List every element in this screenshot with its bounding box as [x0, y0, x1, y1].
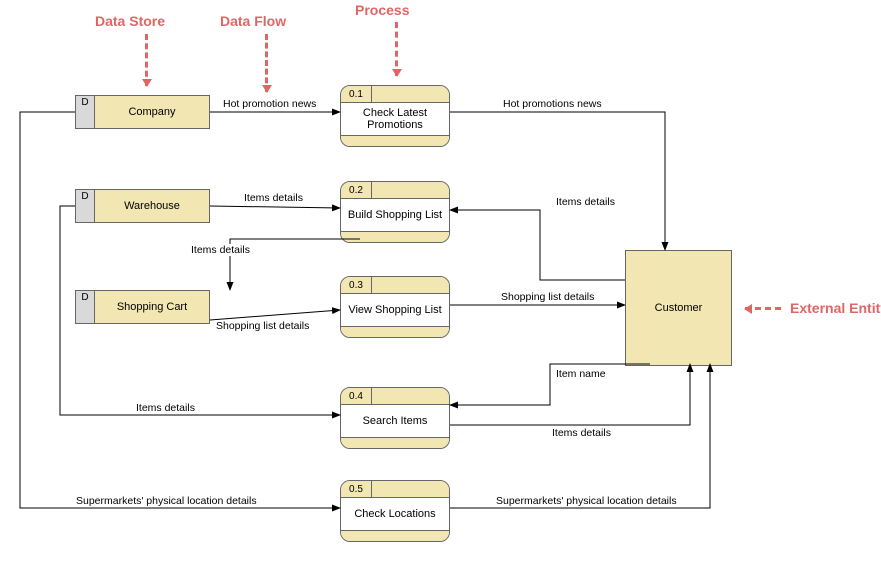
legend-arrow-entity — [745, 307, 781, 310]
datastore-tag: D — [76, 190, 95, 222]
flow-label: Hot promotions news — [502, 98, 603, 110]
flow-label: Shopping list details — [500, 291, 595, 303]
process-name: View Shopping List — [341, 294, 449, 327]
datastore-shopping-cart: D Shopping Cart — [75, 290, 210, 324]
flow-label: Hot promotion news — [222, 98, 317, 110]
legend-process: Process — [355, 2, 409, 18]
process-check-promotions: 0.1 Check Latest Promotions — [340, 85, 450, 147]
flow-label: Items details — [551, 427, 612, 439]
datastore-tag: D — [76, 96, 95, 128]
legend-arrow-dataflow — [265, 34, 268, 92]
process-name: Search Items — [341, 405, 449, 438]
process-search-items: 0.4 Search Items — [340, 387, 450, 449]
flow-label: Shopping list details — [215, 320, 310, 332]
process-check-locations: 0.5 Check Locations — [340, 480, 450, 542]
flow-label: Items details — [135, 402, 196, 414]
legend-arrow-datastore — [145, 34, 148, 86]
flow-label: Item name — [555, 368, 607, 380]
entity-name: Customer — [655, 302, 703, 314]
process-name: Check Latest Promotions — [341, 103, 449, 136]
flow-label: Items details — [555, 196, 616, 208]
legend-external-entity: External Entity — [790, 300, 881, 316]
datastore-company: D Company — [75, 95, 210, 129]
flow-label: Items details — [190, 244, 251, 256]
process-number: 0.5 — [341, 481, 372, 497]
process-name: Check Locations — [341, 498, 449, 531]
legend-data-flow: Data Flow — [220, 13, 286, 29]
flow-label: Supermarkets' physical location details — [75, 495, 258, 507]
datastore-name: Warehouse — [95, 190, 209, 222]
process-number: 0.1 — [341, 86, 372, 102]
entity-customer: Customer — [625, 250, 732, 366]
flow-label: Items details — [243, 192, 304, 204]
legend-arrow-process — [395, 22, 398, 76]
process-number: 0.3 — [341, 277, 372, 293]
process-build-list: 0.2 Build Shopping List — [340, 181, 450, 243]
process-number: 0.2 — [341, 182, 372, 198]
datastore-name: Shopping Cart — [95, 291, 209, 323]
process-name: Build Shopping List — [341, 199, 449, 232]
diagram-canvas: Data Store Data Flow Process External En… — [0, 0, 881, 572]
legend-data-store: Data Store — [95, 13, 165, 29]
datastore-name: Company — [95, 96, 209, 128]
flow-label: Supermarkets' physical location details — [495, 495, 678, 507]
datastore-warehouse: D Warehouse — [75, 189, 210, 223]
datastore-tag: D — [76, 291, 95, 323]
process-number: 0.4 — [341, 388, 372, 404]
process-view-list: 0.3 View Shopping List — [340, 276, 450, 338]
